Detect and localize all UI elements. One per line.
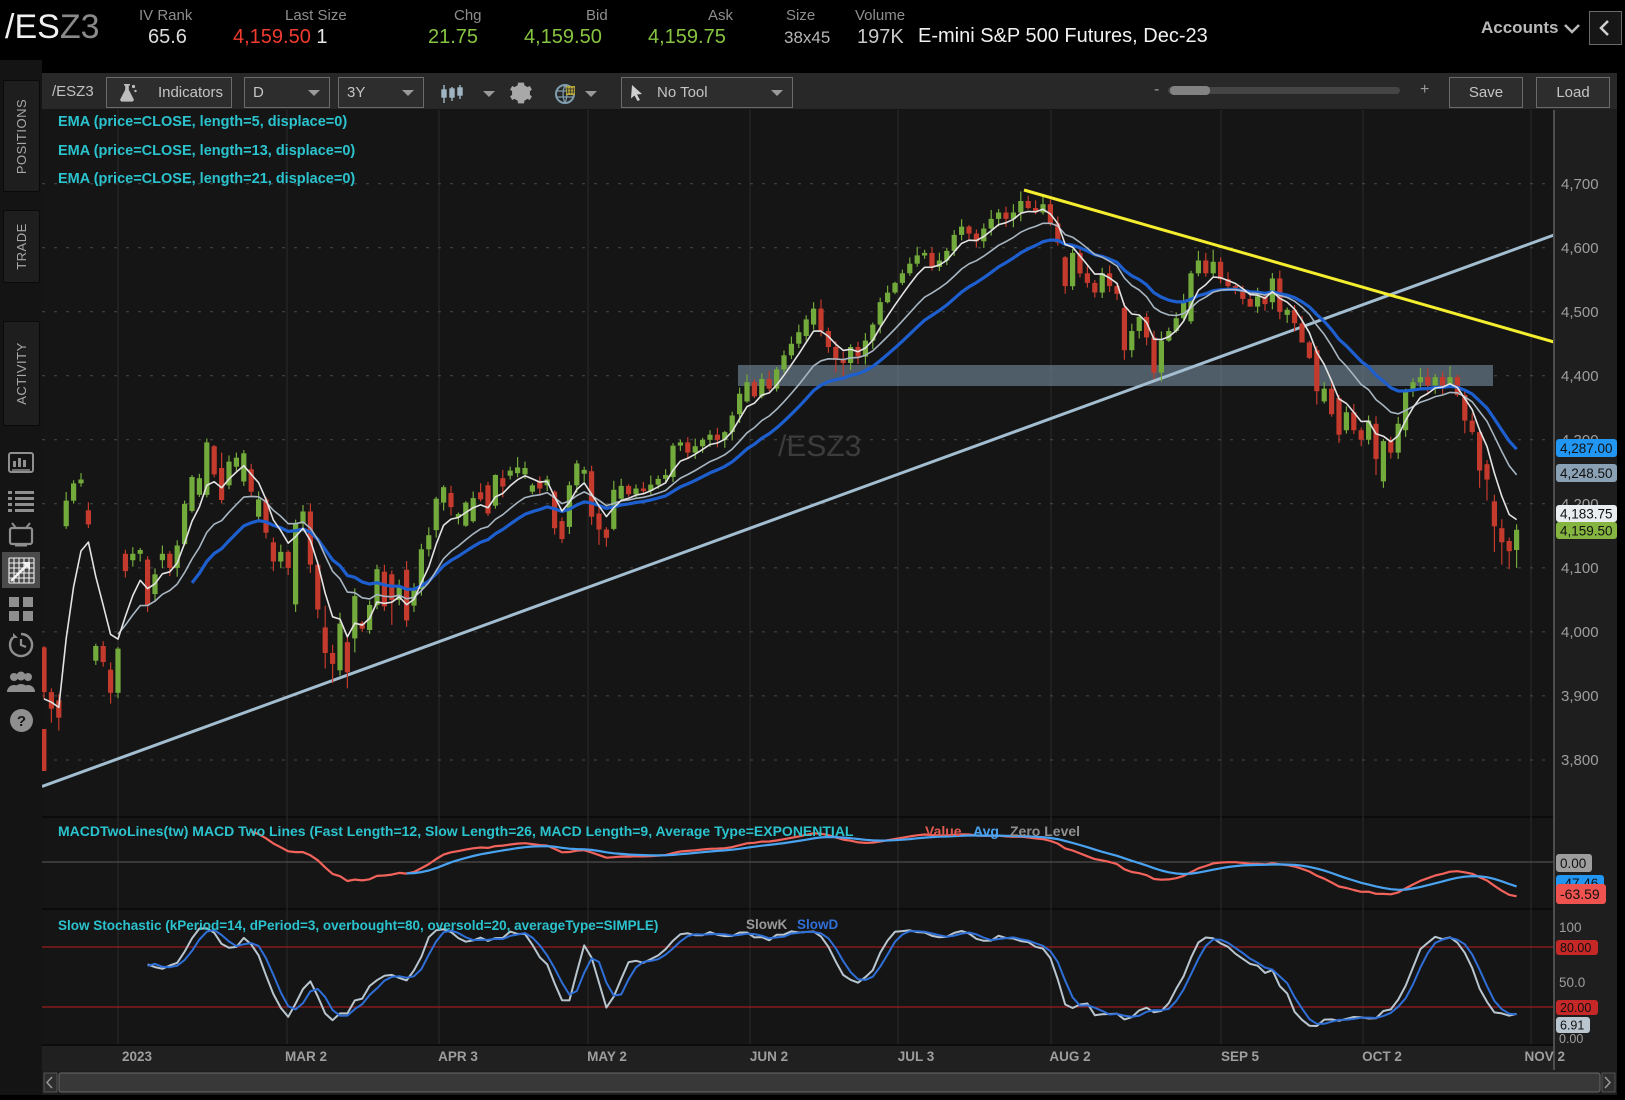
- svg-text:Value: Value: [925, 823, 962, 839]
- svg-text:SlowD: SlowD: [797, 917, 839, 932]
- svg-text:4,700: 4,700: [1561, 176, 1599, 193]
- svg-text:4,183.75: 4,183.75: [1560, 506, 1613, 521]
- svg-text:SEP 5: SEP 5: [1221, 1049, 1260, 1064]
- svg-text:EMA (price=CLOSE, length=13, d: EMA (price=CLOSE, length=13, displace=0): [58, 143, 355, 159]
- svg-text:80.00: 80.00: [1560, 941, 1591, 955]
- svg-text:SlowK: SlowK: [746, 917, 788, 932]
- svg-text:4,000: 4,000: [1561, 624, 1599, 641]
- svg-text:JUL 3: JUL 3: [898, 1049, 935, 1064]
- svg-text:Slow Stochastic (kPeriod=14, d: Slow Stochastic (kPeriod=14, dPeriod=3, …: [58, 918, 658, 933]
- svg-text:4,248.50: 4,248.50: [1560, 466, 1613, 481]
- svg-text:4,100: 4,100: [1561, 560, 1599, 577]
- svg-text:0.00: 0.00: [1559, 1032, 1583, 1046]
- svg-text:AUG 2: AUG 2: [1049, 1049, 1090, 1064]
- svg-text:JUN 2: JUN 2: [750, 1049, 788, 1064]
- svg-text:4,400: 4,400: [1561, 368, 1599, 385]
- svg-text:4,287.00: 4,287.00: [1560, 441, 1613, 456]
- svg-text:NOV 2: NOV 2: [1524, 1049, 1565, 1064]
- svg-text:3,800: 3,800: [1561, 752, 1599, 769]
- svg-text:MAY 2: MAY 2: [587, 1049, 627, 1064]
- svg-text:4,600: 4,600: [1561, 240, 1599, 257]
- svg-text:100: 100: [1559, 920, 1582, 935]
- svg-text:-63.59: -63.59: [1560, 886, 1600, 902]
- svg-text:50.0: 50.0: [1559, 975, 1585, 990]
- svg-text:APR 3: APR 3: [438, 1049, 478, 1064]
- svg-text:4,500: 4,500: [1561, 304, 1599, 321]
- svg-text:Avg: Avg: [973, 823, 999, 839]
- svg-text:Zero Level: Zero Level: [1010, 823, 1080, 839]
- svg-text:MAR 2: MAR 2: [285, 1049, 327, 1064]
- svg-text:MACDTwoLines(tw) MACD Two Line: MACDTwoLines(tw) MACD Two Lines (Fast Le…: [58, 823, 854, 839]
- svg-text:EMA (price=CLOSE, length=21, d: EMA (price=CLOSE, length=21, displace=0): [58, 171, 355, 187]
- svg-text:6.91: 6.91: [1560, 1019, 1584, 1033]
- svg-text:/ESZ3: /ESZ3: [778, 430, 861, 463]
- svg-text:20.00: 20.00: [1560, 1001, 1591, 1015]
- svg-text:0.00: 0.00: [1560, 856, 1586, 871]
- svg-text:2023: 2023: [122, 1049, 153, 1064]
- svg-text:OCT 2: OCT 2: [1362, 1049, 1402, 1064]
- svg-text:4,159.50: 4,159.50: [1560, 523, 1613, 538]
- svg-text:EMA (price=CLOSE, length=5, di: EMA (price=CLOSE, length=5, displace=0): [58, 114, 347, 130]
- svg-text:3,900: 3,900: [1561, 688, 1599, 705]
- svg-text:?: ?: [17, 713, 26, 730]
